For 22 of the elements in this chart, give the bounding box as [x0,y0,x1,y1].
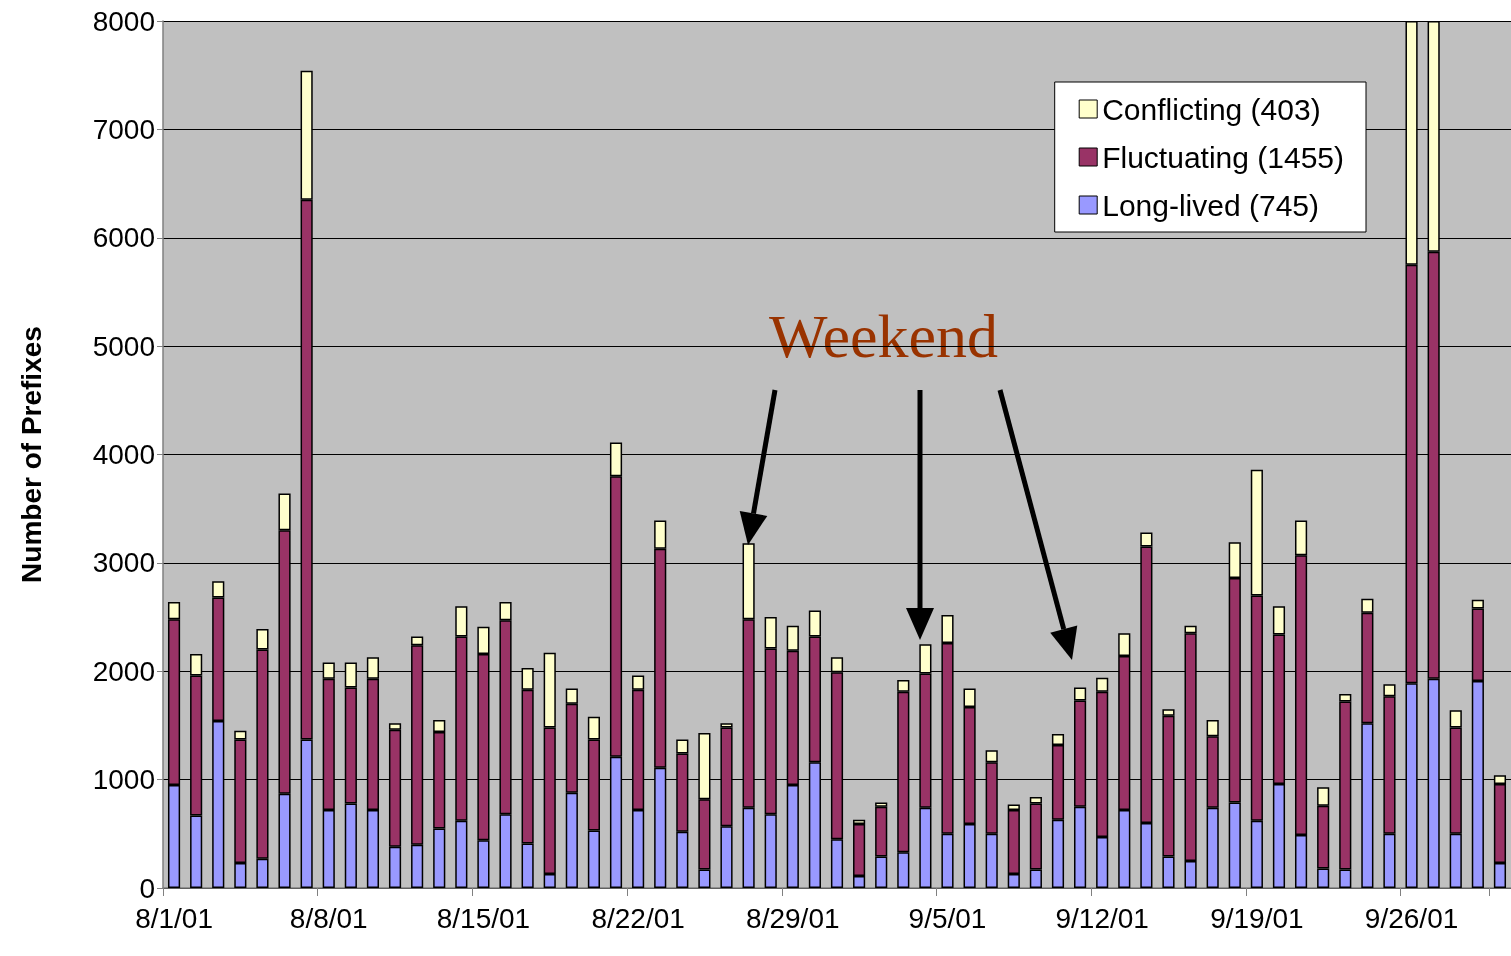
y-tick-label: 7000 [92,113,155,145]
y-tick-label: 2000 [92,655,155,687]
legend-label: Fluctuating (1455) [1102,140,1345,174]
x-tick-label: 8/15/01 [436,902,531,934]
y-tick-label: 3000 [92,547,155,579]
x-tick-label: 9/5/01 [908,902,987,934]
x-tick-label: 9/26/01 [1364,902,1459,934]
x-tick-label: 8/8/01 [289,902,368,934]
x-tick-label: 8/29/01 [746,902,840,934]
x-tick-label: 9/12/01 [1055,902,1149,934]
x-tick-label: 9/19/01 [1210,902,1304,934]
y-tick-label: 0 [139,872,155,904]
x-tick-label: 8/1/01 [135,902,213,934]
x-tick-label: 8/22/01 [591,902,685,934]
y-axis-title: Number of Prefixes [15,326,47,583]
y-tick-label: 1000 [92,764,155,796]
y-tick-label: 6000 [92,222,155,254]
y-tick-label: 8000 [92,5,155,37]
legend-label: Conflicting (403) [1102,92,1321,126]
y-tick-label: 4000 [92,439,155,470]
y-tick-label: 5000 [92,330,155,362]
legend-label: Long-lived (745) [1102,188,1319,222]
